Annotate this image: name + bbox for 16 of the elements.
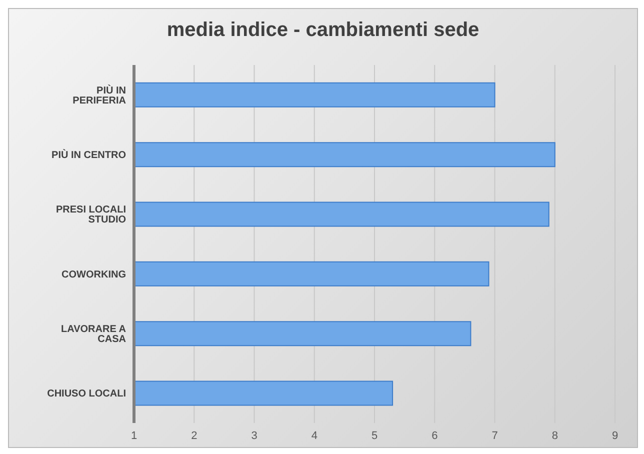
x-tick-label: 9 [612,430,618,442]
x-tick-label: 6 [432,430,438,442]
x-tick-label: 5 [371,430,378,442]
y-tick-label: LAVORARE A CASA [61,324,126,346]
x-tick-label: 7 [492,430,498,442]
y-tick-label: PIÙ IN PERIFERIA [72,84,126,106]
chart-title: media indice - cambiamenti sede [166,18,480,43]
x-tick-label: 3 [251,430,258,442]
x-tick-label: 4 [311,430,318,442]
x-tick-label: 2 [191,430,198,442]
y-tick-label: CHIUSO LOCALI [47,388,126,400]
y-tick-label: PIÙ IN CENTRO [52,149,126,162]
y-tick-label: COWORKING [62,269,126,280]
y-tick-label: PRESI LOCALI STUDIO [56,204,126,226]
x-tick-label: 8 [552,430,558,442]
x-tick-label: 1 [130,430,138,442]
